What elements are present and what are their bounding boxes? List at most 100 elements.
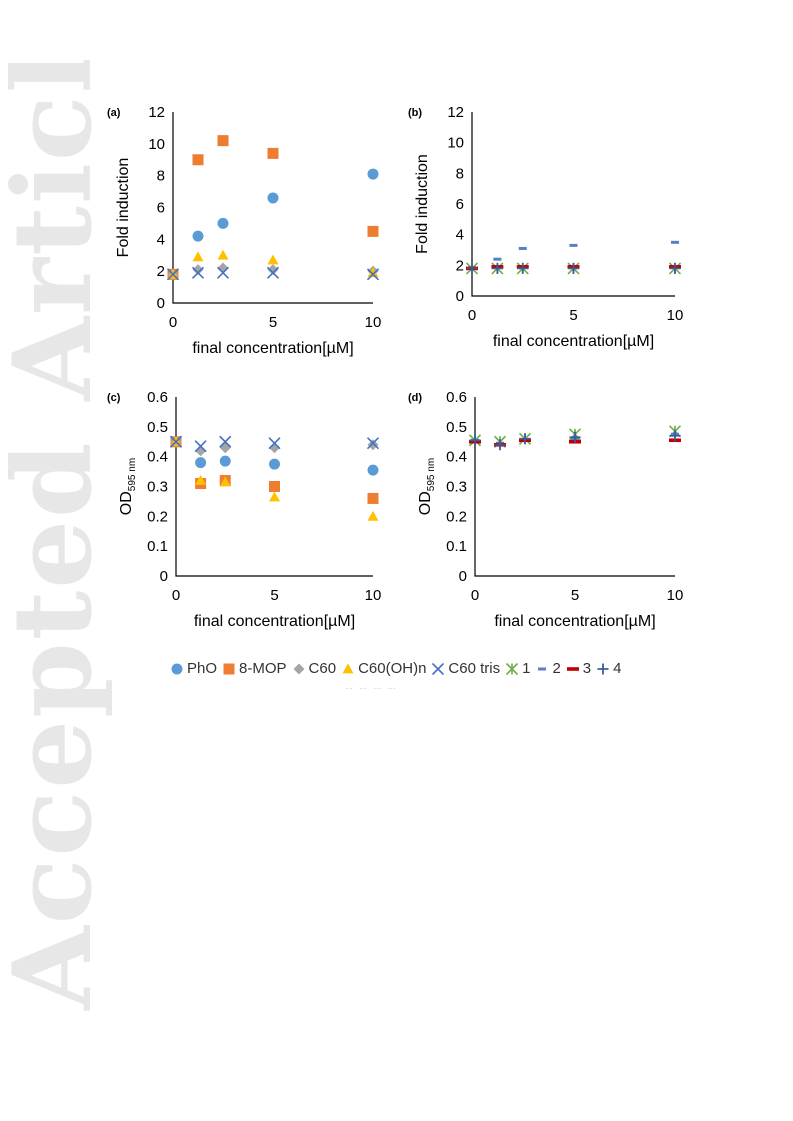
panel-c-y-axis-label: OD595 nm: [118, 458, 138, 515]
panel-c-y-tick-label: 0.3: [147, 479, 168, 496]
legend-label: 2: [552, 660, 561, 677]
legend-item-c60-tris: C60 tris: [431, 660, 500, 677]
legend-swatch-pho: [171, 663, 183, 674]
panel-b-series-4: [466, 262, 681, 274]
panel-d-y-tick-label: 0.5: [446, 419, 467, 436]
panel-d-point-4: [519, 433, 531, 445]
panel-a-point-c60: [267, 264, 279, 276]
legend-swatch-c60-tris: [432, 662, 445, 675]
legend-item-4: 4: [596, 660, 621, 677]
panel-b-point-4: [568, 262, 579, 274]
panel-b-point-2: [671, 240, 679, 244]
legend-marker-1: [506, 662, 519, 675]
panel-a-y-tick-label: 10: [148, 136, 165, 153]
panel-c-x-tick-label: 10: [365, 587, 382, 604]
panel-b-point-2: [493, 257, 502, 261]
panel-d-y-tick-label: 0.2: [446, 508, 467, 525]
legend-swatch-1: [506, 662, 519, 675]
panel-d-x-tick-label: 10: [667, 587, 684, 604]
panel-c-x-tick-label: 5: [270, 587, 278, 604]
panel-c-point-c60-oh-n: [195, 475, 207, 485]
panel-a-y-tick-label: 12: [148, 104, 165, 121]
panel-a-label: (a): [107, 107, 121, 119]
panel-c-point-c60-oh-n: [269, 491, 280, 502]
panel-a-point-pho: [217, 217, 229, 229]
legend-label: 8-MOP: [239, 660, 287, 677]
panel-b-point-4: [466, 262, 478, 274]
panel-c-label: (c): [107, 392, 121, 404]
panel-c-point-c60-tris: [268, 437, 281, 450]
panel-a-point-c60-tris: [166, 268, 180, 281]
panel-c-axes: [175, 397, 373, 577]
panel-d-x-axis-label: final concentration[µM]: [494, 613, 655, 630]
chart-panel-d: 0 0.1 0.2 0.3 0.4 0.5 0.6 0 5 10 final concentrati…: [408, 389, 684, 630]
panel-c-y-tick-label: 0: [160, 568, 168, 585]
legend-label: 1: [522, 660, 531, 677]
legend-label: 4: [613, 660, 622, 677]
panel-a-point-8-mop: [367, 225, 379, 237]
legend-overflow-text: … … … …: [345, 682, 398, 691]
legend-item-3: 3: [566, 660, 591, 677]
panel-c-y-tick-label: 0.4: [147, 449, 168, 466]
panel-b-axes: [471, 112, 675, 297]
panel-d-point-4: [669, 430, 681, 442]
panel-b-y-tick-label: 6: [456, 196, 464, 213]
chart-legend: PhO 8-MOP C60 C60(OH)n C60 tris 1 2 3 4: [170, 660, 640, 684]
legend-marker-4: [597, 663, 609, 674]
panel-c-point-c60-oh-n: [367, 510, 379, 521]
panel-d-y-tick-label: 0.4: [446, 449, 467, 466]
panel-a-point-c60: [192, 264, 204, 276]
panel-a-point-8-mop: [217, 135, 229, 147]
legend-marker-c60-oh-n: [342, 663, 354, 673]
panel-b-x-tick-label: 5: [569, 307, 577, 324]
panel-c-point-pho: [195, 457, 207, 469]
panel-b-y-tick-label: 0: [456, 288, 464, 305]
panel-b-y-tick-label: 8: [456, 165, 464, 182]
panel-b-point-4: [517, 262, 529, 274]
panel-c-point-c60-oh-n: [219, 476, 231, 487]
legend-swatch-4: [597, 663, 609, 674]
panel-d-y-tick-label: 0: [459, 568, 467, 585]
panel-c-y-tick-label: 0.2: [147, 508, 168, 525]
panel-b-y-tick-label: 4: [456, 227, 464, 244]
panel-a-point-c60-oh-n: [217, 249, 229, 260]
panel-a-y-tick-label: 4: [157, 231, 165, 248]
panel-b-point-2: [518, 246, 527, 250]
panel-c-point-8-mop: [367, 492, 379, 504]
panel-b-point-4: [491, 262, 503, 274]
panel-c-point-pho: [219, 455, 231, 467]
chart-panel-b: 0 2 4 6 8 10 12 0 5 10 final concentration[µM] Fold…: [408, 104, 684, 350]
legend-marker-c60: [293, 663, 305, 674]
panel-c-point-c60: [219, 442, 231, 454]
legend-label: C60(OH)n: [358, 660, 427, 677]
panel-a-axes: [172, 112, 373, 304]
accepted-article-watermark: Accepted Article: [0, 60, 112, 1011]
panel-a-y-tick-label: 0: [157, 295, 165, 312]
panel-b-y-axis-label: Fold induction: [414, 154, 431, 254]
panel-c-point-pho: [269, 458, 280, 470]
panel-a-y-tick-label: 6: [157, 200, 165, 217]
panel-c-series-c60-tris: [169, 435, 380, 453]
panel-b-x-tick-label: 10: [667, 307, 684, 324]
panel-a-x-axis-label: final concentration[µM]: [192, 340, 353, 357]
panel-b-y-tick-label: 10: [447, 135, 464, 152]
panel-d-point-4: [569, 431, 581, 443]
legend-swatch-8-mop: [223, 663, 235, 674]
panel-b-point-4: [669, 262, 681, 274]
panel-a-x-tick-label: 10: [365, 314, 382, 331]
legend-item-c60: C60: [292, 660, 337, 677]
panel-a-point-8-mop: [192, 154, 204, 166]
legend-label: PhO: [187, 660, 218, 677]
panel-a-x-tick-label: 5: [269, 314, 277, 331]
panel-a-point-c60-oh-n: [367, 267, 379, 278]
panel-a-point-c60-tris: [191, 266, 205, 279]
panel-d-point-4: [469, 434, 481, 446]
panel-a-point-c60-oh-n: [267, 254, 279, 265]
legend-marker-c60-tris: [432, 662, 445, 675]
panel-c-y-tick-label: 0.6: [147, 389, 168, 406]
panel-c-x-tick-label: 0: [172, 587, 180, 604]
legend-label: C60: [308, 660, 337, 677]
panel-d-y-tick-label: 0.1: [446, 538, 467, 555]
panel-d-y-tick-label: 0.6: [446, 389, 467, 406]
legend-item-c60-oh-n: C60(OH)n: [341, 660, 426, 677]
